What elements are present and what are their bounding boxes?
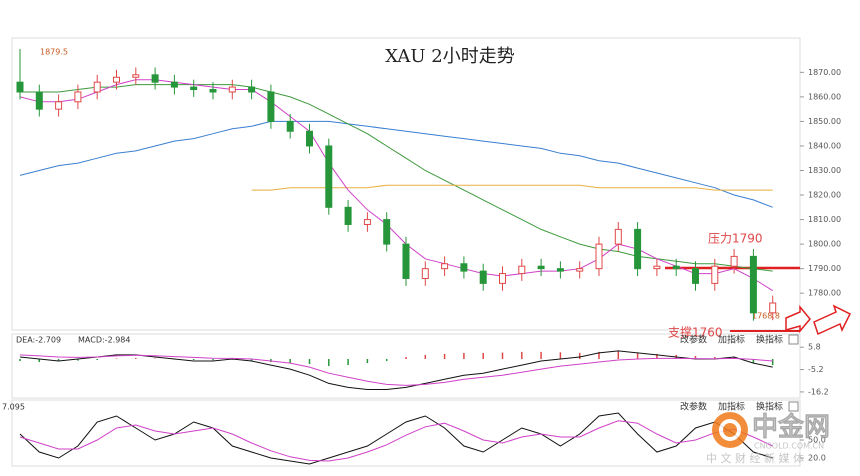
candle-body (325, 145, 333, 208)
candle-body (286, 120, 294, 132)
watermark-site: CNGOLD.COM.CN (754, 442, 824, 451)
close-button[interactable] (788, 334, 799, 345)
y-tick-label: 1810.00 (808, 215, 841, 224)
watermark-name: 中金网 (752, 412, 830, 443)
candle-body (595, 243, 603, 270)
line (19, 354, 773, 386)
line (19, 420, 773, 462)
watermark: 中金网 CNGOLD.COM.CN 中 文 财 经 新 媒 体 (706, 411, 830, 465)
arrow (813, 304, 852, 336)
candle-body (499, 273, 506, 284)
y-tick-label: 1780.00 (808, 289, 841, 298)
y-tick-label: 1820.00 (808, 191, 841, 200)
y-tick-label: 1800.00 (808, 240, 841, 249)
candle-body (730, 255, 738, 267)
dea-label: DEA:-2.709 (16, 336, 61, 345)
marks: 1780.00 1790.00 1800.00 1810.00 1820.00 1830.… (16, 49, 841, 465)
button[interactable]: 换指标 (756, 401, 783, 413)
candle-body (769, 302, 777, 314)
logo (712, 412, 748, 448)
y-tick-label: 50.0 (808, 436, 826, 445)
candle-body (93, 81, 101, 93)
candle-body (614, 228, 622, 245)
y-tick-label: 1870.00 (808, 68, 841, 77)
candle-body (441, 263, 449, 270)
line (19, 79, 773, 292)
candle-body (267, 91, 275, 122)
y-tick-label: -16.2 (808, 387, 829, 396)
candle-body (363, 219, 371, 225)
candle-body (16, 81, 24, 93)
button[interactable]: 加指标 (718, 401, 745, 413)
macd-panel (11, 333, 801, 399)
candle-body (35, 91, 43, 110)
macd-label: MACD:-2.984 (78, 336, 130, 345)
low-label: 1768.8 (752, 312, 780, 321)
candle-body (132, 74, 140, 78)
button[interactable]: 加指标 (718, 334, 745, 346)
candle-body (248, 86, 256, 93)
y-tick-label: 5.8 (808, 343, 821, 352)
candle-body (55, 101, 63, 110)
button[interactable]: 改参数 (680, 401, 707, 413)
candle-body (749, 255, 757, 314)
main-panel (11, 37, 801, 331)
candle-body (653, 265, 661, 270)
y-tick-label: 20.0 (808, 454, 826, 463)
candle-body (209, 89, 217, 93)
candle-body (556, 268, 564, 272)
button[interactable]: 换指标 (756, 334, 783, 346)
high-label: 1879.5 (40, 48, 68, 57)
candle-body (113, 76, 120, 83)
logo (719, 419, 741, 441)
candle-body (692, 268, 699, 284)
y-tick-label: -5.2 (808, 365, 824, 374)
y-tick-label: 1790.00 (808, 264, 841, 273)
resistance-label: 压力1790 (708, 232, 763, 246)
watermark-slogan: 中 文 财 经 新 媒 体 (706, 451, 804, 465)
arrow (785, 304, 811, 334)
chart-title: XAU 2小时走势 (385, 46, 515, 67)
y-tick-label: 1850.00 (808, 117, 841, 126)
candle-body (306, 130, 313, 147)
line (19, 412, 773, 465)
candle-body (421, 268, 429, 279)
y-tick-label: 1860.00 (808, 92, 841, 101)
candle-body (74, 91, 82, 103)
candle-body (344, 206, 352, 225)
support-label: 支撑1760 (668, 325, 723, 340)
candle-body (711, 265, 719, 284)
candle-body (402, 243, 410, 279)
candle-body (672, 265, 680, 270)
line (19, 120, 773, 208)
candle-body (479, 270, 487, 284)
candle-body (634, 228, 642, 270)
candle-body (537, 265, 545, 270)
candle-body (576, 268, 584, 272)
button[interactable]: 改参数 (680, 334, 707, 346)
candle-body (228, 86, 236, 93)
line (20, 84, 773, 272)
kd-label: 7.095 (2, 403, 25, 412)
close-button[interactable] (788, 401, 799, 412)
candle-body (170, 81, 178, 88)
candle-body (190, 86, 198, 91)
candle-body (151, 74, 159, 83)
y-tick-label: 1840.00 (808, 141, 841, 150)
y-tick-label: 1830.00 (808, 166, 841, 175)
candle-body (383, 219, 391, 245)
kd-panel (11, 399, 801, 467)
candle-body (518, 265, 526, 275)
candle-body (460, 263, 468, 272)
line (251, 184, 773, 191)
